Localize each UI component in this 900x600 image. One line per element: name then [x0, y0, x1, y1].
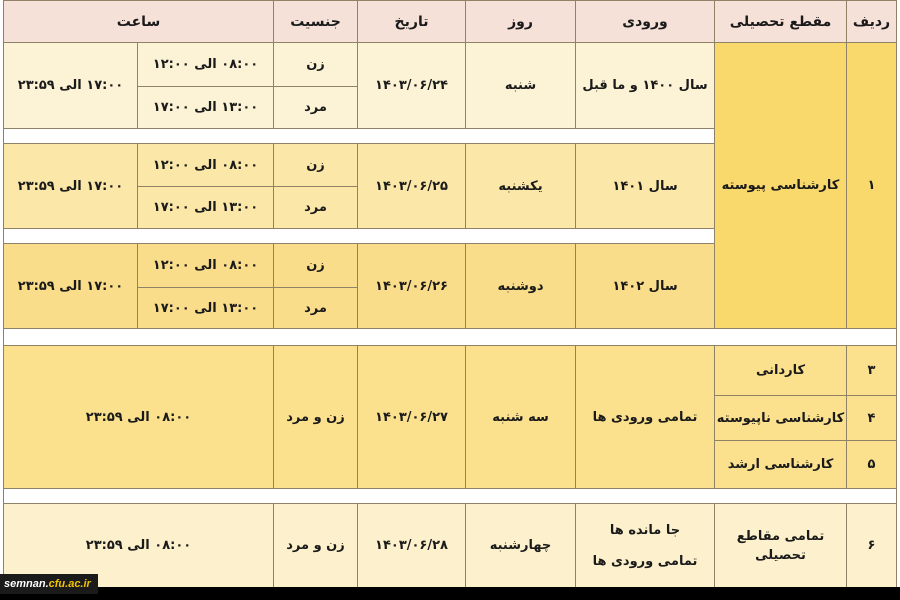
day-cell: چهارشنبه	[465, 503, 576, 588]
maghta-line: تحصیلی	[755, 547, 806, 563]
watermark: semnan. cfu.ac.ir	[0, 574, 98, 594]
header-entry: ورودی	[575, 0, 715, 43]
header-maghta: مقطع تحصیلی	[714, 0, 847, 43]
bottom-bar	[0, 587, 900, 600]
evening-time-cell: ۱۷:۰۰ الی ۲۳:۵۹	[3, 143, 138, 229]
row-spacer	[3, 129, 715, 143]
row-spacer	[3, 329, 897, 345]
radif-cell: ۳	[846, 345, 897, 396]
women-time-cell: ۰۸:۰۰ الی ۱۲:۰۰	[137, 143, 274, 187]
gender-cell: زن و مرد	[273, 503, 358, 588]
day-cell: سه شنبه	[465, 345, 576, 489]
men-time-cell: ۱۳:۰۰ الی ۱۷:۰۰	[137, 86, 274, 129]
maghta-cell: کاردانی	[714, 345, 847, 396]
entry-cell: سال ۱۴۰۲	[575, 243, 715, 329]
entry-line: جا مانده ها	[609, 522, 681, 538]
day-cell: یکشنبه	[465, 143, 576, 229]
hours-cell: ۰۸:۰۰ الی ۲۳:۵۹	[3, 345, 274, 489]
date-cell: ۱۴۰۳/۰۶/۲۶	[357, 243, 466, 329]
day-cell: دوشنبه	[465, 243, 576, 329]
date-cell: ۱۴۰۳/۰۶/۲۴	[357, 42, 466, 129]
header-date: تاریخ	[357, 0, 466, 43]
maghta-cell: کارشناسی ناپیوسته	[714, 395, 847, 441]
evening-time-cell: ۱۷:۰۰ الی ۲۳:۵۹	[3, 243, 138, 329]
women-time-cell: ۰۸:۰۰ الی ۱۲:۰۰	[137, 42, 274, 87]
header-radif: ردیف	[846, 0, 897, 43]
gender-women-cell: زن	[273, 42, 358, 87]
entry-line: تمامی ورودی ها	[592, 553, 698, 569]
maghta-cell: تمامی مقاطع تحصیلی	[714, 503, 847, 588]
header-hours: ساعت	[3, 0, 274, 43]
gender-women-cell: زن	[273, 143, 358, 187]
entry-cell: جا مانده ها تمامی ورودی ها	[575, 503, 715, 588]
entry-cell: تمامی ورودی ها	[575, 345, 715, 489]
men-time-cell: ۱۳:۰۰ الی ۱۷:۰۰	[137, 186, 274, 229]
gender-men-cell: مرد	[273, 86, 358, 129]
date-cell: ۱۴۰۳/۰۶/۲۵	[357, 143, 466, 229]
watermark-text: semnan.	[4, 578, 49, 590]
hours-cell: ۰۸:۰۰ الی ۲۳:۵۹	[3, 503, 274, 588]
women-time-cell: ۰۸:۰۰ الی ۱۲:۰۰	[137, 243, 274, 288]
maghta-line: تمامی مقاطع	[736, 528, 825, 544]
gender-cell: زن و مرد	[273, 345, 358, 489]
radif-cell: ۶	[846, 503, 897, 588]
header-gender: جنسیت	[273, 0, 358, 43]
radif-cell: ۱	[846, 42, 897, 329]
row-spacer	[3, 489, 897, 503]
maghta-cell: کارشناسی ارشد	[714, 440, 847, 489]
gender-men-cell: مرد	[273, 287, 358, 329]
watermark-domain: cfu.ac.ir	[48, 578, 91, 590]
gender-men-cell: مرد	[273, 186, 358, 229]
date-cell: ۱۴۰۳/۰۶/۲۸	[357, 503, 466, 588]
entry-cell: سال ۱۴۰۱	[575, 143, 715, 229]
evening-time-cell: ۱۷:۰۰ الی ۲۳:۵۹	[3, 42, 138, 129]
row-spacer	[3, 229, 715, 243]
men-time-cell: ۱۳:۰۰ الی ۱۷:۰۰	[137, 287, 274, 329]
entry-cell: سال ۱۴۰۰ و ما قبل	[575, 42, 715, 129]
header-day: روز	[465, 0, 576, 43]
date-cell: ۱۴۰۳/۰۶/۲۷	[357, 345, 466, 489]
maghta-cell: کارشناسی پیوسته	[714, 42, 847, 329]
day-cell: شنبه	[465, 42, 576, 129]
gender-women-cell: زن	[273, 243, 358, 288]
radif-cell: ۴	[846, 395, 897, 441]
radif-cell: ۵	[846, 440, 897, 489]
